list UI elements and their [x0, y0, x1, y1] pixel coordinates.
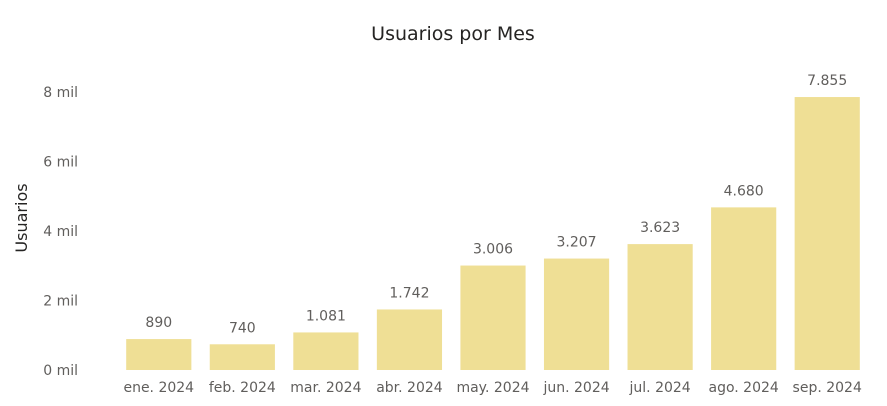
y-tick-label: 8 mil [43, 85, 78, 101]
y-tick-label: 2 mil [43, 294, 78, 310]
data-label: 3.623 [640, 220, 680, 236]
data-label: 3.207 [557, 235, 597, 251]
x-tick-label: sep. 2024 [793, 380, 862, 396]
y-tick-label: 6 mil [43, 155, 78, 171]
x-tick-label: mar. 2024 [290, 380, 361, 396]
x-tick-label: ago. 2024 [709, 380, 779, 396]
bar[interactable] [711, 207, 777, 370]
x-tick-label: may. 2024 [456, 380, 529, 396]
data-label: 7.855 [807, 73, 847, 89]
bar[interactable] [543, 258, 610, 370]
bar[interactable] [293, 332, 359, 370]
y-tick-label: 4 mil [43, 224, 78, 240]
bar[interactable] [126, 339, 192, 370]
bar[interactable] [460, 265, 526, 370]
y-axis-label: Usuarios [12, 183, 31, 252]
data-label: 1.742 [389, 285, 429, 301]
y-axis-ticks: 0 mil 2 mil 4 mil 6 mil 8 mil [43, 85, 78, 379]
data-labels-group: 890 740 1.081 1.742 3.006 3.207 3.623 4.680 7.85… [145, 73, 847, 336]
x-tick-label: jul. 2024 [629, 380, 691, 396]
y-tick-label: 0 mil [43, 363, 78, 379]
bars-group [126, 97, 860, 370]
data-label: 1.081 [306, 308, 346, 324]
data-label: 4.680 [724, 183, 764, 199]
bar[interactable] [627, 244, 693, 370]
bar[interactable] [209, 344, 275, 370]
bar[interactable] [794, 97, 860, 370]
x-tick-label: abr. 2024 [376, 380, 443, 396]
x-tick-label: jun. 2024 [542, 380, 609, 396]
chart-title: Usuarios por Mes [371, 23, 535, 45]
x-axis-ticks: ene. 2024 feb. 2024 mar. 2024 abr. 2024 may.… [123, 380, 862, 396]
bar[interactable] [376, 309, 443, 370]
data-label: 740 [229, 320, 256, 336]
x-tick-label: ene. 2024 [123, 380, 194, 396]
x-tick-label: feb. 2024 [209, 380, 276, 396]
data-label: 3.006 [473, 242, 513, 258]
data-label: 890 [145, 315, 172, 331]
